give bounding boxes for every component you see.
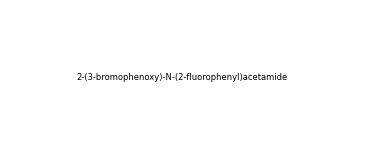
Text: 2-(3-bromophenoxy)-N-(2-fluorophenyl)acetamide: 2-(3-bromophenoxy)-N-(2-fluorophenyl)ace…: [76, 73, 288, 82]
